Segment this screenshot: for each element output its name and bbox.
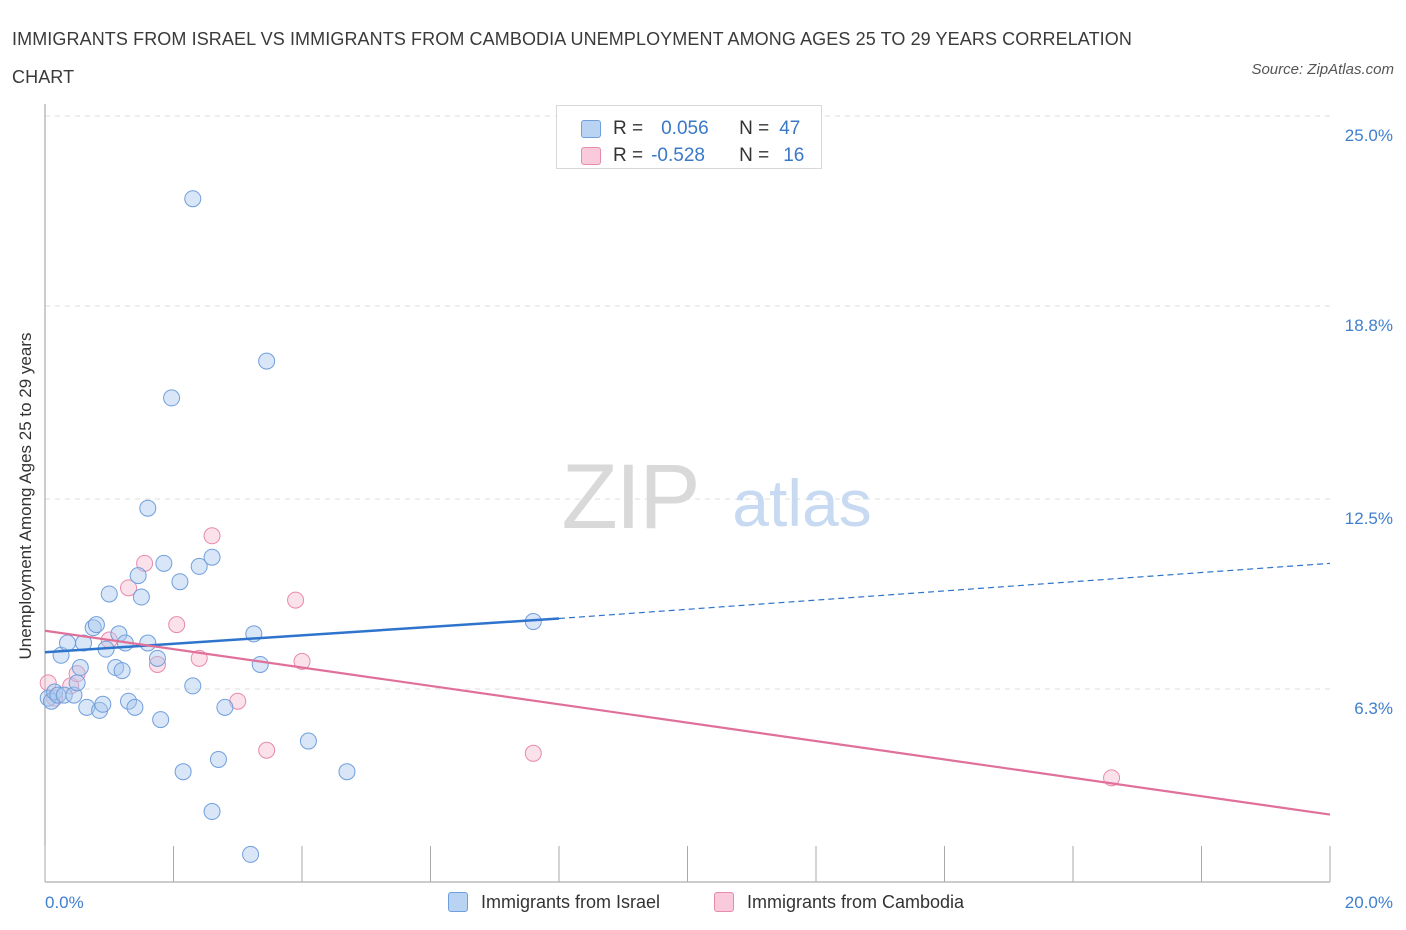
israel-point	[84, 619, 102, 637]
israel-point	[184, 190, 202, 208]
y-tick-label: 18.8%	[1345, 316, 1393, 335]
legend-swatch-israel	[581, 120, 601, 138]
legend-row-israel: R = 0.056 N = 47	[581, 116, 800, 142]
israel-point	[203, 803, 221, 821]
israel-point	[190, 557, 208, 575]
israel-point	[155, 554, 173, 572]
israel-point	[152, 711, 170, 729]
y-tick-label: 6.3%	[1354, 699, 1393, 718]
cambodia-points	[39, 527, 1121, 787]
cambodia-point	[168, 616, 186, 634]
cambodia-point	[258, 741, 276, 759]
watermark-atlas: atlas	[732, 466, 871, 540]
israel-point	[258, 352, 276, 370]
cambodia-point	[287, 591, 305, 609]
israel-point	[126, 698, 144, 716]
cambodia-point	[293, 652, 311, 670]
series-legend-cambodia: Immigrants from Cambodia	[714, 888, 964, 916]
israel-point	[299, 732, 317, 750]
israel-point	[58, 634, 76, 652]
chart-title: IMMIGRANTS FROM ISRAEL VS IMMIGRANTS FRO…	[12, 29, 1132, 87]
legend-r-label: R =	[613, 145, 644, 166]
israel-point	[68, 674, 86, 692]
israel-point	[87, 616, 105, 634]
israel-point	[163, 389, 181, 407]
x-tick-label: 20.0%	[1345, 893, 1393, 912]
watermark-zip: ZIP	[561, 446, 698, 548]
cambodia-trend-line	[44, 629, 1331, 816]
y-tick-label: 25.0%	[1345, 126, 1393, 145]
series-legend-israel: Immigrants from Israel	[448, 888, 660, 916]
israel-trend-extension	[558, 562, 1331, 620]
israel-point	[132, 588, 150, 606]
legend-n-value-israel: 47	[779, 118, 801, 139]
grid-layer	[45, 115, 1330, 690]
israel-point	[203, 548, 221, 566]
legend-r-label: R =	[613, 118, 644, 139]
source-label: Source: ZipAtlas.com	[1251, 61, 1394, 78]
israel-point	[78, 698, 96, 716]
israel-point	[71, 659, 89, 677]
legend-r-value-cambodia: -0.528	[651, 145, 705, 166]
israel-point	[100, 585, 118, 603]
correlation-legend: R = 0.056 N = 47 R = -0.528 N = 16	[556, 105, 822, 169]
series-label-cambodia: Immigrants from Cambodia	[747, 891, 965, 912]
cambodia-point	[46, 689, 64, 707]
israel-point	[46, 683, 64, 701]
israel-point	[39, 689, 57, 707]
legend-row-cambodia: R = -0.528 N = 16	[581, 143, 804, 169]
israel-point	[94, 695, 112, 713]
israel-point	[338, 763, 356, 781]
israel-point	[242, 845, 260, 863]
series-legend: Immigrants from Israel Immigrants from C…	[0, 888, 1406, 916]
legend-r-value-israel: 0.056	[661, 118, 709, 139]
israel-trend-line	[44, 617, 560, 654]
axis-layer	[44, 104, 1331, 883]
watermark: ZIP atlas	[561, 446, 871, 548]
y-tick-label: 12.5%	[1345, 509, 1393, 528]
legend-n-label: N =	[739, 145, 770, 166]
israel-point	[171, 573, 189, 591]
legend-n-label: N =	[739, 118, 770, 139]
israel-point	[139, 634, 157, 652]
series-label-israel: Immigrants from Israel	[481, 891, 661, 912]
israel-point	[251, 655, 269, 673]
israel-point	[184, 677, 202, 695]
trend-layer	[44, 562, 1331, 816]
cambodia-point	[148, 655, 166, 673]
x-tick-label: 0.0%	[45, 893, 84, 912]
cambodia-point	[524, 744, 542, 762]
cambodia-point	[39, 674, 57, 692]
cambodia-point	[120, 579, 138, 597]
legend-swatch-cambodia	[581, 147, 601, 165]
israel-point	[113, 662, 131, 680]
series-swatch-cambodia	[714, 892, 734, 912]
series-swatch-israel	[448, 892, 468, 912]
israel-points	[39, 190, 542, 863]
israel-point	[209, 750, 227, 768]
israel-point	[174, 763, 192, 781]
israel-point	[148, 649, 166, 667]
israel-point	[139, 499, 157, 517]
israel-point	[129, 567, 147, 585]
israel-point	[55, 686, 73, 704]
israel-point	[75, 634, 93, 652]
israel-point	[120, 692, 138, 710]
israel-point	[216, 698, 234, 716]
cambodia-point	[203, 527, 221, 545]
tick-label-layer: 6.3% 12.5% 18.8% 25.0% 0.0% 20.0%	[45, 126, 1393, 912]
legend-n-value-cambodia: 16	[783, 145, 805, 166]
